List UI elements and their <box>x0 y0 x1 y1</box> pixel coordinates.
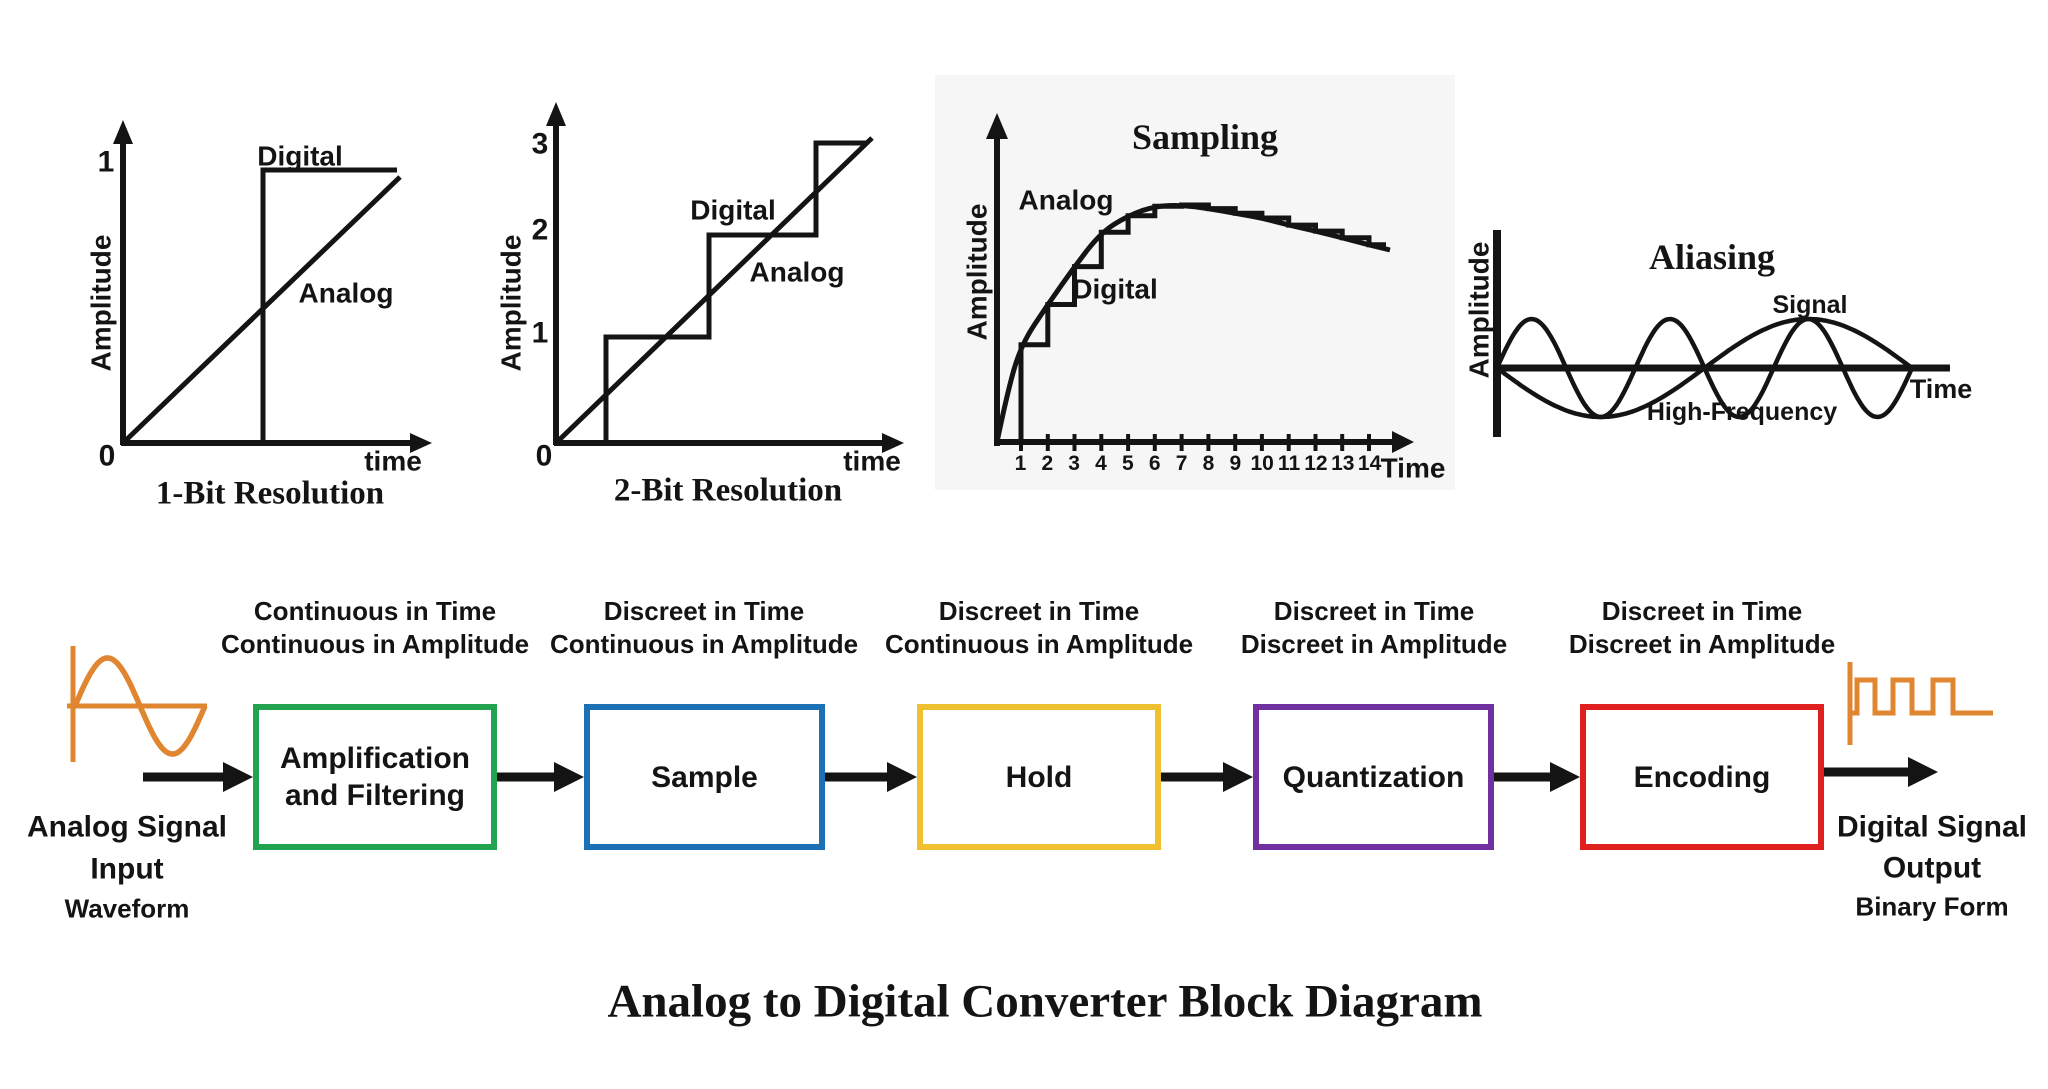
output-label-line-3: Binary Form <box>1855 891 2009 922</box>
arrow-quantization-to-encoding <box>1494 762 1580 792</box>
block-encoding: Encoding <box>1580 704 1824 850</box>
tick-label: 8 <box>1202 452 1215 475</box>
sampling-digital-label: Digital <box>1072 273 1158 305</box>
caption-sample: Discreet in Time Continuous in Amplitude <box>494 595 914 661</box>
x-axis-arrowhead <box>1392 431 1414 453</box>
caption-line-1: Discreet in Time <box>938 596 1140 626</box>
caption-encoding: Discreet in Time Discreet in Amplitude <box>1492 595 1912 661</box>
block-label: Encoding <box>1633 760 1771 794</box>
input-label-line-3: Waveform <box>64 893 190 924</box>
digital-staircase <box>1018 202 1386 442</box>
caption-quantization: Discreet in Time Discreet in Amplitude <box>1164 595 1584 661</box>
y-axis-arrowhead <box>986 113 1008 139</box>
arrow-encoding-to-output <box>1824 757 1938 787</box>
one-bit-ytick-1: 1 <box>97 145 115 179</box>
high-frequency-wave <box>1494 316 1915 420</box>
tick-label: 3 <box>1068 452 1080 475</box>
tick-label: 11 <box>1277 452 1301 475</box>
caption-hold: Discreet in Time Continuous in Amplitude <box>829 595 1249 661</box>
two-bit-chart <box>546 102 904 453</box>
tick-label: 4 <box>1095 452 1107 475</box>
aliasing-x-axis-label: Time <box>1909 373 1973 404</box>
x-axis-tick-marks <box>1019 434 1371 451</box>
block-label: Amplification and Filtering <box>279 742 470 812</box>
arrow-hold-to-quantization <box>1161 762 1253 792</box>
tick-label: 5 <box>1122 452 1134 475</box>
block-label: Hold <box>1005 760 1073 794</box>
aliasing-chart <box>1493 230 1950 437</box>
caption-amplification: Continuous in Time Continuous in Amplitu… <box>165 595 585 661</box>
sampling-chart-title: Sampling <box>1131 117 1279 158</box>
caption-line-2: Continuous in Amplitude <box>549 629 859 659</box>
caption-line-2: Continuous in Amplitude <box>220 629 530 659</box>
block-quantization: Quantization <box>1253 704 1494 850</box>
pulse-train <box>1850 677 1993 716</box>
caption-line-2: Discreet in Amplitude <box>1568 629 1836 659</box>
sampling-chart <box>986 113 1414 453</box>
digital-output-waveform-icon <box>1847 662 1993 745</box>
sampling-analog-label: Analog <box>1018 184 1114 216</box>
block-amplification-and-filtering: Amplification and Filtering <box>253 704 497 850</box>
y-axis-arrowhead <box>113 120 133 144</box>
block-sample: Sample <box>584 704 825 850</box>
block-label: Sample <box>651 760 758 794</box>
sampling-x-ticks: 1 2 3 4 5 6 7 8 9 10 11 12 13 14 <box>1007 452 1383 478</box>
analog-ramp-line <box>554 136 874 445</box>
caption-line-1: Discreet in Time <box>1273 596 1475 626</box>
caption-line-1: Discreet in Time <box>1601 596 1803 626</box>
tick-label: 7 <box>1175 452 1188 475</box>
tick-label: 1 <box>1014 452 1027 475</box>
output-label-line-2: Output <box>1882 851 1982 885</box>
tick-label: 13 <box>1331 452 1355 475</box>
tick-label: 9 <box>1229 452 1242 475</box>
input-label-line-2: Input <box>90 852 164 886</box>
aliasing-high-frequency-label: High-Frequency <box>1646 397 1838 426</box>
one-bit-x-axis-label: time <box>364 445 422 477</box>
aliasing-chart-title: Aliasing <box>1648 237 1776 278</box>
x-axis-arrowhead <box>882 433 904 453</box>
one-bit-ytick-0: 0 <box>98 439 116 473</box>
caption-line-2: Discreet in Amplitude <box>1240 629 1508 659</box>
one-bit-analog-label: Analog <box>298 277 394 309</box>
two-bit-ytick-0: 0 <box>535 439 553 473</box>
caption-line-2: Continuous in Amplitude <box>884 629 1194 659</box>
two-bit-chart-title: 2-Bit Resolution <box>613 472 843 509</box>
x-axis-arrowhead <box>410 433 432 453</box>
arrow-sample-to-hold <box>825 762 917 792</box>
block-hold: Hold <box>917 704 1161 850</box>
tick-label: 14 <box>1357 452 1382 475</box>
one-bit-chart <box>113 120 432 453</box>
two-bit-x-axis-label: time <box>843 445 901 477</box>
digital-staircase-line <box>603 140 866 443</box>
sampling-x-axis-label: Time <box>1380 452 1446 484</box>
digital-step-line <box>260 167 397 443</box>
caption-line-1: Discreet in Time <box>603 596 805 626</box>
tick-label: 2 <box>1041 452 1054 475</box>
output-label-line-1: Digital Signal <box>1836 810 2028 844</box>
two-bit-analog-label: Analog <box>749 256 845 288</box>
arrow-amplification-to-sample <box>497 762 584 792</box>
tick-label: 12 <box>1304 452 1328 475</box>
analog-input-waveform-icon <box>67 646 208 762</box>
y-axis-arrowhead <box>546 102 566 126</box>
main-title: Analog to Digital Converter Block Diagra… <box>607 975 1483 1028</box>
one-bit-chart-title: 1-Bit Resolution <box>155 475 385 512</box>
sine-wave <box>72 655 208 757</box>
tick-label: 6 <box>1148 452 1161 475</box>
input-label-line-1: Analog Signal <box>26 810 228 844</box>
aliasing-signal-label: Signal <box>1772 290 1848 319</box>
tick-label: 10 <box>1250 452 1274 475</box>
two-bit-digital-label: Digital <box>690 194 776 226</box>
two-bit-ytick-2: 2 <box>531 213 549 247</box>
block-label: Quantization <box>1282 760 1465 794</box>
caption-line-1: Continuous in Time <box>253 596 497 626</box>
one-bit-digital-label: Digital <box>257 140 343 172</box>
arrow-input-to-amplification <box>143 762 253 792</box>
two-bit-ytick-1: 1 <box>531 316 549 350</box>
two-bit-ytick-3: 3 <box>531 127 549 161</box>
